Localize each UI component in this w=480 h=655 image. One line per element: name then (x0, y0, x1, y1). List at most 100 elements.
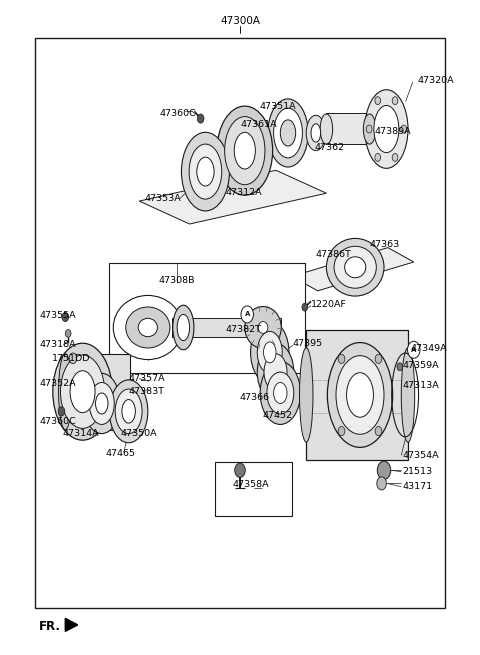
Ellipse shape (264, 342, 276, 363)
Text: 47382T: 47382T (226, 325, 261, 334)
Circle shape (65, 329, 71, 337)
Ellipse shape (109, 380, 148, 443)
Ellipse shape (258, 322, 268, 333)
Ellipse shape (113, 295, 182, 360)
Circle shape (366, 125, 372, 133)
Circle shape (375, 354, 382, 364)
Text: 47308B: 47308B (158, 276, 195, 285)
Circle shape (392, 97, 398, 105)
Text: 1751DD: 1751DD (52, 354, 90, 364)
Circle shape (401, 125, 407, 133)
Ellipse shape (257, 343, 294, 401)
Ellipse shape (225, 117, 265, 185)
Ellipse shape (257, 331, 282, 373)
Circle shape (58, 407, 65, 416)
Circle shape (241, 306, 253, 323)
Text: 47386T: 47386T (316, 250, 351, 259)
Ellipse shape (70, 371, 95, 413)
Ellipse shape (260, 362, 300, 424)
Circle shape (392, 153, 398, 161)
Ellipse shape (306, 115, 325, 151)
Circle shape (302, 303, 308, 311)
Bar (65, 354, 130, 430)
Text: A: A (411, 346, 417, 353)
Text: 47318A: 47318A (39, 340, 76, 349)
Text: 47395: 47395 (293, 339, 323, 348)
Bar (172, 318, 281, 337)
Ellipse shape (59, 354, 72, 430)
Ellipse shape (173, 305, 194, 350)
Ellipse shape (327, 343, 393, 447)
Circle shape (235, 463, 245, 477)
Ellipse shape (53, 343, 112, 440)
Ellipse shape (345, 257, 366, 278)
Polygon shape (292, 248, 414, 291)
Ellipse shape (401, 348, 415, 442)
Text: 47383T: 47383T (129, 386, 165, 396)
Text: 47360C: 47360C (159, 109, 196, 118)
Text: 47357A: 47357A (129, 374, 165, 383)
Text: 47359A: 47359A (402, 361, 439, 370)
Ellipse shape (60, 355, 105, 428)
Text: 47355A: 47355A (39, 311, 76, 320)
Bar (215, 462, 292, 516)
Text: A: A (244, 311, 250, 318)
Text: 47362: 47362 (314, 143, 345, 152)
Ellipse shape (347, 373, 373, 417)
Text: 47452: 47452 (263, 411, 293, 421)
Ellipse shape (96, 393, 108, 414)
Text: 47358A: 47358A (232, 480, 269, 489)
Ellipse shape (274, 383, 287, 403)
Ellipse shape (300, 348, 313, 442)
Bar (35, 38, 445, 608)
Text: FR.: FR. (39, 620, 61, 633)
Circle shape (377, 477, 386, 490)
Ellipse shape (363, 114, 376, 144)
Ellipse shape (217, 106, 273, 195)
Ellipse shape (334, 246, 376, 288)
Ellipse shape (374, 105, 399, 153)
Ellipse shape (336, 356, 384, 434)
Ellipse shape (320, 114, 333, 144)
Text: 47351A: 47351A (259, 102, 296, 111)
Circle shape (62, 312, 69, 322)
Text: 47363: 47363 (370, 240, 400, 249)
Text: 1220AF: 1220AF (311, 300, 347, 309)
Ellipse shape (251, 321, 289, 384)
Ellipse shape (245, 307, 281, 348)
Circle shape (375, 153, 381, 161)
Text: 47320A: 47320A (418, 76, 454, 85)
Ellipse shape (234, 132, 255, 169)
Polygon shape (65, 618, 78, 631)
Circle shape (408, 341, 420, 358)
Bar (306, 330, 408, 460)
Circle shape (397, 363, 403, 371)
Ellipse shape (268, 99, 308, 167)
Text: 47349A: 47349A (410, 344, 447, 353)
Ellipse shape (326, 238, 384, 296)
Bar (326, 113, 370, 144)
Ellipse shape (189, 144, 222, 199)
Text: 47353A: 47353A (145, 194, 181, 203)
Ellipse shape (264, 354, 287, 390)
Text: 47312A: 47312A (226, 188, 262, 197)
Text: 47350A: 47350A (121, 429, 157, 438)
Ellipse shape (267, 372, 294, 414)
Ellipse shape (274, 108, 302, 158)
Text: 47354A: 47354A (402, 451, 439, 460)
Bar (109, 263, 305, 373)
Text: 47352A: 47352A (39, 379, 76, 388)
Ellipse shape (122, 400, 135, 423)
Text: 47300A: 47300A (220, 16, 260, 26)
Circle shape (375, 97, 381, 105)
Text: 47314A: 47314A (62, 429, 99, 438)
Ellipse shape (177, 314, 190, 341)
Ellipse shape (181, 132, 229, 211)
Ellipse shape (89, 383, 114, 424)
Ellipse shape (197, 157, 214, 186)
Circle shape (69, 353, 77, 364)
Text: 47313A: 47313A (402, 381, 439, 390)
Ellipse shape (311, 124, 321, 142)
Ellipse shape (280, 120, 296, 146)
Text: 43171: 43171 (402, 482, 432, 491)
